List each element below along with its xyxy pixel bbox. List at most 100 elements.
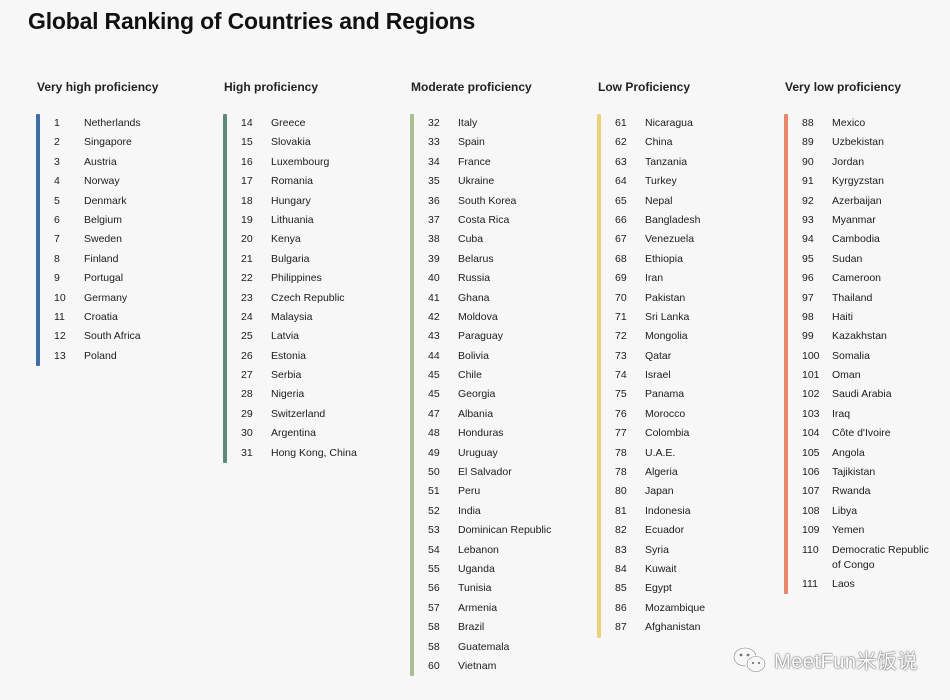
ranking-row: 3 Austria	[54, 153, 208, 172]
rank-number: 109	[802, 524, 820, 537]
rank-number: 33	[428, 136, 440, 149]
rank-number: 37	[428, 213, 440, 226]
ranking-row: 75 Panama	[615, 385, 769, 404]
ranking-row: 32 Italy	[428, 114, 582, 133]
rank-number: 30	[241, 427, 253, 440]
rank-number: 39	[428, 252, 440, 265]
ranking-row: 6 Belgium	[54, 211, 208, 230]
rank-number: 60	[428, 659, 440, 672]
ranking-row: 56 Tunisia	[428, 579, 582, 598]
ranking-row: 77 Colombia	[615, 424, 769, 443]
ranking-row: 101 Oman	[802, 366, 950, 385]
rank-number: 47	[428, 407, 440, 420]
column-body: 1 Netherlands 2 Singapore 3 Austria 4 Norway 5 De…	[28, 114, 208, 367]
rank-number: 81	[615, 504, 627, 517]
column-heading: Very low proficiency	[785, 80, 902, 94]
country-name: Bulgaria	[271, 252, 310, 265]
rank-number: 35	[428, 175, 440, 188]
rank-number: 92	[802, 194, 814, 207]
country-name: Luxembourg	[271, 155, 330, 168]
ranking-row: 7 Sweden	[54, 230, 208, 249]
country-name: Libya	[832, 504, 858, 517]
rank-number: 89	[802, 136, 814, 149]
rank-number: 12	[54, 330, 66, 343]
country-name: Iraq	[832, 407, 851, 420]
rank-number: 5	[54, 194, 60, 207]
ranking-row: 78 Algeria	[615, 463, 769, 482]
country-name: Brazil	[458, 621, 485, 634]
ranking-row: 111 Laos	[802, 575, 950, 594]
country-name: Uruguay	[458, 446, 498, 459]
column-body: 32 Italy 33 Spain 34 France 35 Ukraine 36 South K…	[402, 114, 582, 677]
rank-number: 54	[428, 543, 440, 556]
rank-number: 1	[54, 117, 60, 129]
rank-number: 97	[802, 291, 814, 304]
rank-number: 45	[428, 388, 440, 401]
rank-number: 64	[615, 175, 627, 188]
country-name: South Africa	[84, 330, 141, 343]
rank-number: 75	[615, 388, 627, 401]
country-name: El Salvador	[458, 466, 512, 479]
rank-number: 32	[428, 117, 440, 129]
ranking-row: 103 Iraq	[802, 405, 950, 424]
country-name: Singapore	[84, 136, 132, 149]
column-heading: High proficiency	[224, 80, 319, 94]
rank-number: 99	[802, 330, 814, 343]
proficiency-bar	[36, 114, 40, 367]
rank-number: 16	[241, 155, 253, 168]
ranking-row: 33 Spain	[428, 133, 582, 152]
ranking-row: 24 Malaysia	[241, 308, 395, 327]
rank-number: 105	[802, 446, 820, 459]
ranking-row: 65 Nepal	[615, 192, 769, 211]
country-name: Morocco	[645, 407, 686, 420]
ranking-row: 48 Honduras	[428, 424, 582, 443]
rank-number: 76	[615, 407, 627, 420]
ranking-row: 40 Russia	[428, 269, 582, 288]
country-name: South Korea	[458, 194, 517, 207]
rank-number: 36	[428, 194, 440, 207]
ranking-row: 50 El Salvador	[428, 463, 582, 482]
ranking-row: 25 Latvia	[241, 327, 395, 346]
column-low: Low Proficiency 61 Nicaragua 62 China 63 Tanz…	[589, 80, 769, 638]
country-name: Turkey	[645, 175, 677, 188]
rank-number: 74	[615, 369, 627, 382]
ranking-row: 92 Azerbaijan	[802, 192, 950, 211]
country-name: Uzbekistan	[832, 136, 884, 149]
ranking-row: 88 Mexico	[802, 114, 950, 133]
country-name: Norway	[84, 175, 120, 188]
rank-number: 55	[428, 562, 440, 575]
country-name: Malaysia	[271, 310, 313, 323]
ranking-row: 83 Syria	[615, 541, 769, 560]
rank-number: 58	[428, 640, 440, 653]
country-name: Vietnam	[458, 659, 497, 672]
ranking-row: 99 Kazakhstan	[802, 327, 950, 346]
ranking-row: 107 Rwanda	[802, 482, 950, 501]
country-name: Indonesia	[645, 504, 691, 517]
rank-number: 31	[241, 446, 253, 459]
country-name: Honduras	[458, 427, 504, 440]
country-name: Italy	[458, 117, 478, 129]
column-very-low: Very low proficiency 88 Mexico 89 Uzbekista…	[776, 80, 950, 595]
country-name: U.A.E.	[645, 446, 676, 459]
country-name: Myanmar	[832, 213, 876, 226]
column-very-high: Very high proficiency 1 Netherlands 2 Singa…	[28, 80, 208, 367]
ranking-row: 64 Turkey	[615, 172, 769, 191]
country-name: Slovakia	[271, 136, 311, 149]
ranking-row: 58 Brazil	[428, 618, 582, 637]
rank-number: 25	[241, 330, 253, 343]
country-name: Sweden	[84, 233, 122, 246]
ranking-row: 96 Cameroon	[802, 269, 950, 288]
country-name: Greece	[271, 117, 306, 129]
rank-number: 52	[428, 504, 440, 517]
ranking-row: 52 India	[428, 502, 582, 521]
watermark-text: MeetFun米饭说	[774, 651, 918, 673]
rank-number: 43	[428, 330, 440, 343]
ranking-row: 37 Costa Rica	[428, 211, 582, 230]
rank-number: 84	[615, 562, 627, 575]
ranking-row: 12 South Africa	[54, 327, 208, 346]
rank-number: 78	[615, 466, 627, 479]
country-name: Bolivia	[458, 349, 489, 362]
rank-number: 3	[54, 155, 60, 168]
country-name: Israel	[645, 369, 671, 382]
ranking-row: 23 Czech Republic	[241, 289, 395, 308]
